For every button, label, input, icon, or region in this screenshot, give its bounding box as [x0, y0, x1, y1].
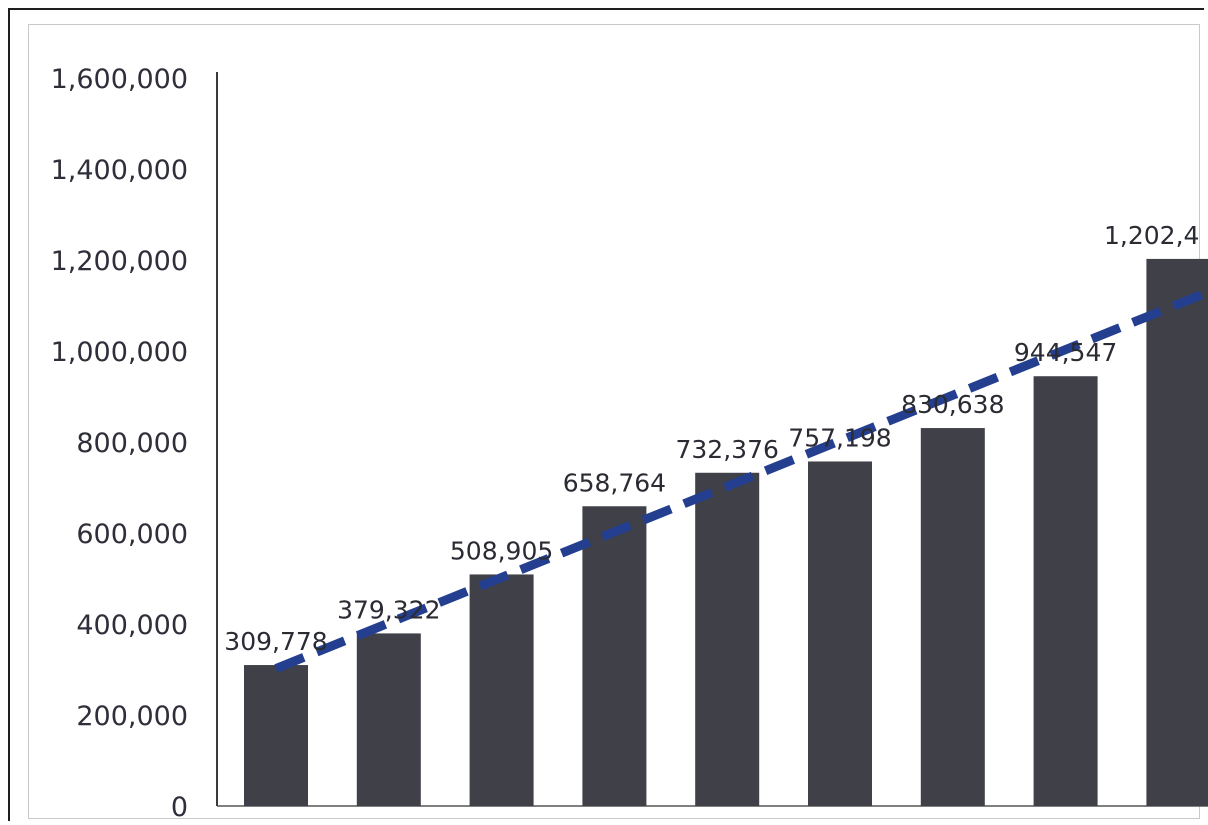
bar — [356, 633, 421, 806]
data-label: 757,198 — [788, 423, 891, 452]
bar — [582, 506, 647, 806]
trendline — [274, 287, 1208, 673]
y-tick-label: 200,000 — [76, 701, 188, 732]
data-label: 732,376 — [676, 435, 779, 464]
y-tick-label: 1,200,000 — [51, 246, 188, 277]
y-tick-label: 800,000 — [76, 428, 188, 459]
bar — [1033, 376, 1098, 806]
bar — [808, 461, 872, 806]
bar — [920, 428, 985, 806]
y-tick-label: 1,600,000 — [51, 64, 188, 95]
chart-frame — [8, 8, 1204, 821]
y-tick-label: 1,400,000 — [51, 155, 188, 186]
data-label: 379,322 — [337, 595, 440, 624]
bars — [244, 258, 1208, 807]
y-axis-tick-labels: 0 200,000 400,000 600,000 800,000 1,000,000 1,… — [51, 64, 188, 823]
bar — [244, 665, 308, 806]
data-label: 944,547 — [1014, 338, 1117, 367]
data-label: 830,638 — [901, 390, 1004, 419]
y-tick-label: 600,000 — [76, 519, 188, 550]
data-label: 309,778 — [224, 627, 327, 656]
trendline-path — [274, 287, 1208, 673]
y-tick-label: 1,000,000 — [51, 337, 188, 368]
bar — [695, 472, 760, 806]
bar — [469, 574, 534, 806]
data-label: 1,202,4 — [1104, 221, 1199, 250]
y-tick-label: 400,000 — [76, 610, 188, 641]
data-label: 508,905 — [450, 536, 553, 565]
bar — [1146, 258, 1208, 807]
y-tick-label: 0 — [171, 792, 188, 823]
data-label: 658,764 — [563, 468, 666, 497]
data-labels: 309,778 379,322 508,905 658,764 732,376 757,1… — [224, 221, 1199, 656]
